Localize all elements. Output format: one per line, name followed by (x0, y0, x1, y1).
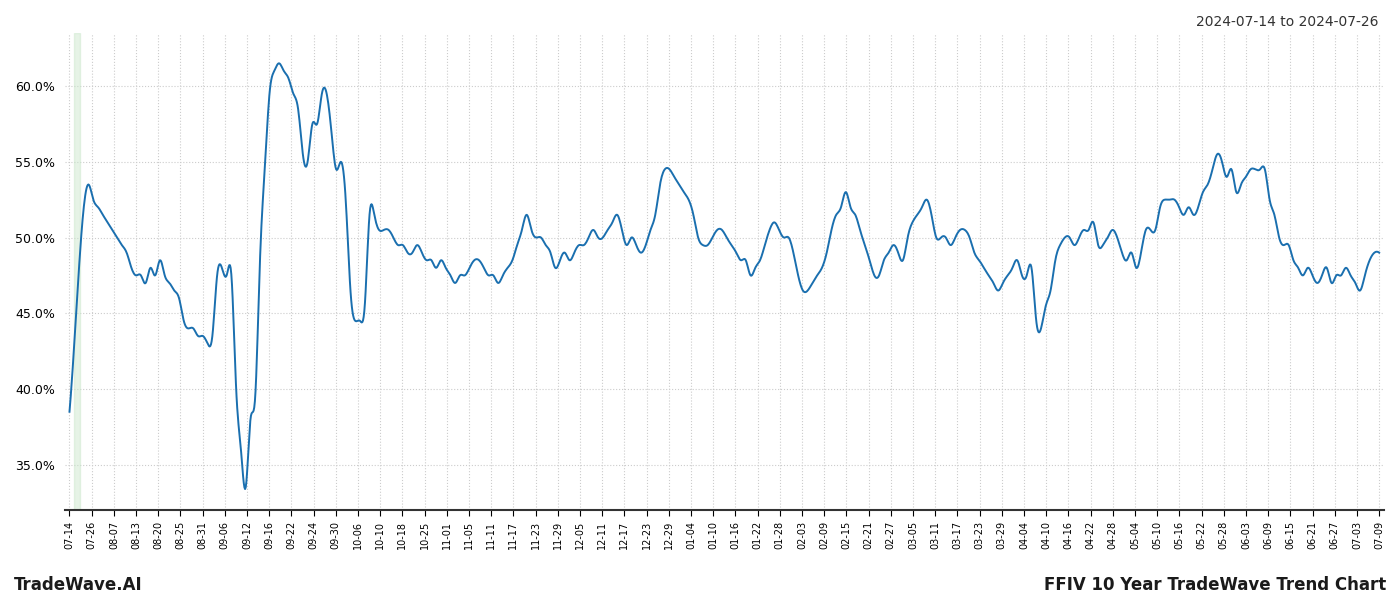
Text: FFIV 10 Year TradeWave Trend Chart: FFIV 10 Year TradeWave Trend Chart (1044, 576, 1386, 594)
Text: 2024-07-14 to 2024-07-26: 2024-07-14 to 2024-07-26 (1197, 15, 1379, 29)
Text: TradeWave.AI: TradeWave.AI (14, 576, 143, 594)
Bar (74, 33, 80, 510)
